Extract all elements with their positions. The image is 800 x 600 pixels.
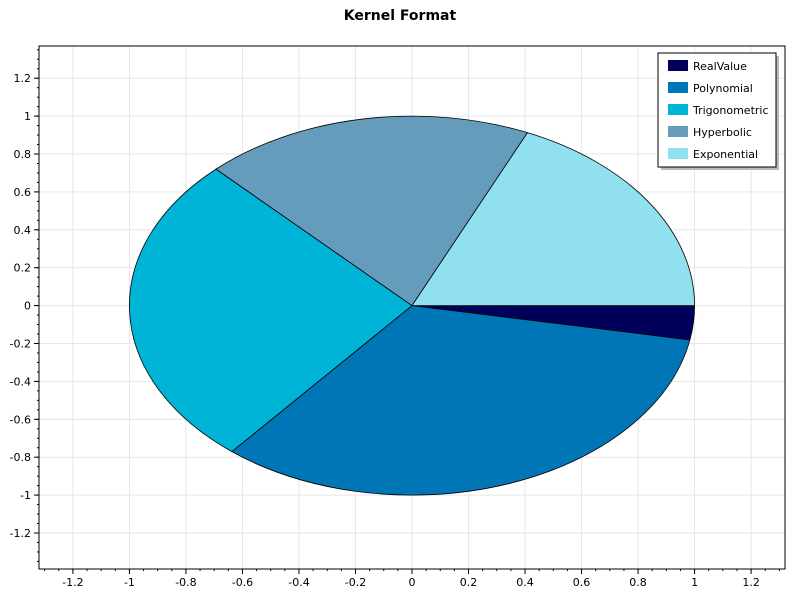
legend-label-polynomial: Polynomial	[693, 82, 753, 95]
y-tick-label: 0.6	[14, 186, 32, 199]
legend-label-realvalue: RealValue	[693, 60, 747, 73]
x-tick-label: 0	[409, 576, 416, 589]
legend-swatch-polynomial	[668, 82, 688, 93]
x-tick-label: 0.6	[573, 576, 591, 589]
pie-slice-polynomial[interactable]	[231, 305, 691, 496]
legend-swatch-hyperbolic	[668, 126, 688, 137]
legend-swatch-trigonometric	[668, 104, 688, 115]
y-tick-label: 0.4	[14, 224, 32, 237]
legend-label-hyperbolic: Hyperbolic	[693, 126, 752, 139]
x-tick-label: -0.8	[175, 576, 196, 589]
x-tick-label: 0.4	[516, 576, 534, 589]
y-tick-label: 0.2	[14, 262, 32, 275]
pie-slice-exponential[interactable]	[411, 132, 695, 307]
x-tick-label: 1.2	[742, 576, 760, 589]
legend: RealValue Polynomial Trigonometric Hyperbol…	[657, 52, 779, 170]
pie-slice-trigonometric[interactable]	[129, 168, 413, 453]
x-tick-label: 1	[691, 576, 698, 589]
y-tick-label: 1	[24, 110, 31, 123]
x-tick-label: 0.8	[629, 576, 647, 589]
legend-swatch-exponential	[668, 148, 688, 159]
y-tick-label: 1.2	[14, 72, 32, 85]
legend-label-trigonometric: Trigonometric	[692, 104, 769, 117]
x-tick-label: -0.4	[288, 576, 309, 589]
pie-slice-hyperbolic[interactable]	[215, 115, 528, 307]
chart-title: Kernel Format	[343, 8, 457, 24]
x-tick-label: -1.2	[62, 576, 83, 589]
y-tick-label: -0.6	[10, 413, 31, 426]
pie-layer	[129, 115, 695, 496]
x-tick-label: -0.6	[232, 576, 253, 589]
y-tick-label: -1.2	[10, 527, 31, 540]
x-tick-label: 0.2	[460, 576, 478, 589]
y-tick-label: -0.4	[10, 375, 31, 388]
x-tick-label: -0.2	[345, 576, 366, 589]
x-tick-label: -1	[124, 576, 135, 589]
y-tick-label: -0.8	[10, 451, 31, 464]
y-tick-label: 0	[24, 300, 31, 313]
y-tick-label: 0.8	[14, 148, 32, 161]
legend-swatch-realvalue	[668, 60, 688, 71]
y-tick-label: -0.2	[10, 338, 31, 351]
axis-layer: -1.2 -1 -0.8 -0.6 -0.4 -0.2 0 0.2 0.4 0.6 0.8 1 1.2 1…	[10, 45, 786, 589]
legend-label-exponential: Exponential	[693, 148, 758, 161]
y-tick-label: -1	[20, 489, 31, 502]
